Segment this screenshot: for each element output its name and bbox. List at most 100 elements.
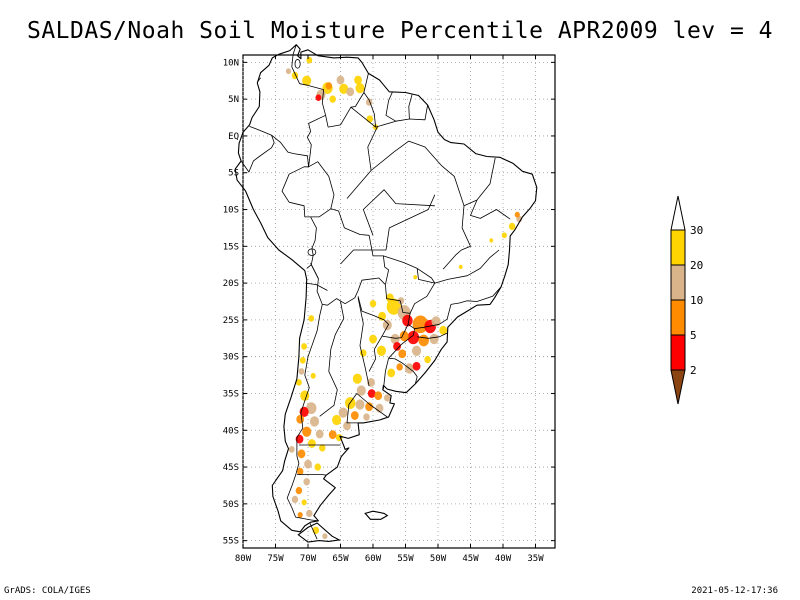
moisture-patch	[302, 75, 312, 86]
boundary-line	[385, 91, 397, 122]
moisture-patch	[501, 232, 507, 239]
boundary-line	[408, 94, 413, 120]
moisture-patch	[302, 426, 312, 437]
moisture-patch	[356, 385, 366, 396]
boundary-line	[328, 73, 369, 128]
moisture-patch	[407, 330, 420, 345]
boundary-line	[368, 335, 383, 372]
colorbar-segment	[670, 334, 686, 371]
boundary-line	[310, 264, 386, 306]
moisture-patch	[363, 413, 370, 421]
moisture-patch	[329, 95, 336, 103]
moisture-patch	[374, 391, 383, 401]
moisture-patch	[412, 361, 421, 371]
moisture-patch	[308, 439, 316, 448]
lat-tick-label: 45S	[223, 463, 239, 473]
boundary-line	[256, 77, 261, 83]
lat-tick-label: 30S	[223, 353, 239, 363]
boundary-line	[370, 140, 465, 206]
moisture-patch	[354, 75, 362, 85]
boundary-line	[442, 205, 471, 270]
lat-tick-label: 5S	[228, 169, 239, 179]
moisture-patch	[296, 467, 304, 476]
boundary-line	[363, 92, 376, 128]
colorbar-label: 20	[690, 259, 703, 272]
boundary-line	[362, 189, 435, 236]
moisture-patch	[369, 334, 377, 344]
colorbar-segment	[670, 264, 686, 301]
lon-tick-label: 50W	[430, 554, 447, 564]
moisture-patch	[386, 293, 394, 303]
moisture-patch	[418, 334, 429, 347]
moisture-patch	[355, 82, 365, 94]
colorbar-label: 2	[690, 364, 697, 377]
moisture-patch	[308, 315, 315, 322]
moisture-patch	[314, 463, 321, 471]
axis-ticks: 80W 75W 70W 65W 60W 55W 50W 45W 40W 35W 10N 5N EQ 5S 1…	[223, 55, 555, 564]
moisture-patch	[508, 222, 516, 231]
lat-tick-label: 10N	[223, 58, 239, 68]
moisture-patch	[352, 373, 362, 384]
boundary-line	[308, 161, 335, 209]
footer-timestamp: 2021-05-12-17:36	[691, 586, 778, 596]
boundary-line	[350, 104, 428, 128]
moisture-patch	[382, 319, 392, 331]
moisture-patch	[319, 444, 326, 452]
boundary-line	[450, 286, 502, 305]
moisture-patch	[309, 416, 320, 427]
moisture-patch	[306, 56, 313, 64]
moisture-patch	[396, 363, 403, 371]
moisture-patch	[285, 68, 292, 75]
moisture-patch	[310, 372, 316, 379]
moisture-patch	[301, 499, 307, 506]
moisture-patch	[338, 407, 348, 418]
boundary-line	[383, 358, 389, 390]
lake-outline	[307, 248, 317, 256]
boundary-line	[414, 304, 452, 330]
lat-tick-label: 35S	[223, 389, 239, 399]
boundary-line	[271, 134, 317, 269]
lon-tick-label: 40W	[495, 554, 512, 564]
lat-tick-label: 20S	[223, 279, 239, 289]
lat-tick-label: 50S	[223, 500, 239, 510]
boundary-line	[383, 255, 436, 314]
lon-tick-label: 35W	[527, 554, 544, 564]
boundary-line	[340, 194, 436, 265]
moisture-patch	[390, 333, 400, 345]
moisture-patch	[397, 297, 405, 305]
moisture-patch	[306, 402, 317, 415]
moisture-patch	[489, 238, 494, 243]
lat-tick-label: 15S	[223, 242, 239, 252]
boundary-line	[346, 393, 388, 424]
colorbar-label: 30	[690, 224, 703, 237]
colorbar: 30 20 10 5 2	[670, 195, 703, 405]
moisture-patch	[386, 298, 401, 315]
lake-outline	[294, 59, 301, 69]
lon-tick-label: 45W	[462, 554, 479, 564]
moisture-patch	[387, 368, 396, 378]
moisture-patch	[366, 115, 373, 123]
moisture-patch	[298, 368, 305, 375]
moisture-patch	[439, 325, 448, 335]
coastline	[234, 44, 538, 533]
moisture-patch	[393, 341, 401, 351]
boundary-line	[346, 126, 378, 199]
colorbar-bottom-arrow	[670, 369, 686, 405]
moisture-patch	[514, 211, 520, 218]
colorbar-label: 5	[690, 329, 697, 342]
boundary-line	[357, 296, 409, 339]
colorbar-top-arrow	[670, 195, 686, 231]
colorbar-label: 10	[690, 294, 703, 307]
map-title: SALDAS/Noah Soil Moisture Percentile APR…	[26, 18, 774, 44]
moisture-patch	[299, 357, 306, 364]
moisture-patch	[365, 402, 373, 412]
moisture-patch	[303, 478, 310, 486]
boundary-line	[417, 332, 448, 339]
boundary-line	[240, 126, 275, 173]
moisture-patch	[367, 389, 376, 398]
moisture-patch	[398, 349, 407, 359]
moisture-patch	[350, 411, 359, 420]
moisture-patch	[429, 333, 439, 345]
boundary-line	[388, 323, 416, 359]
moisture-patch	[343, 421, 351, 431]
